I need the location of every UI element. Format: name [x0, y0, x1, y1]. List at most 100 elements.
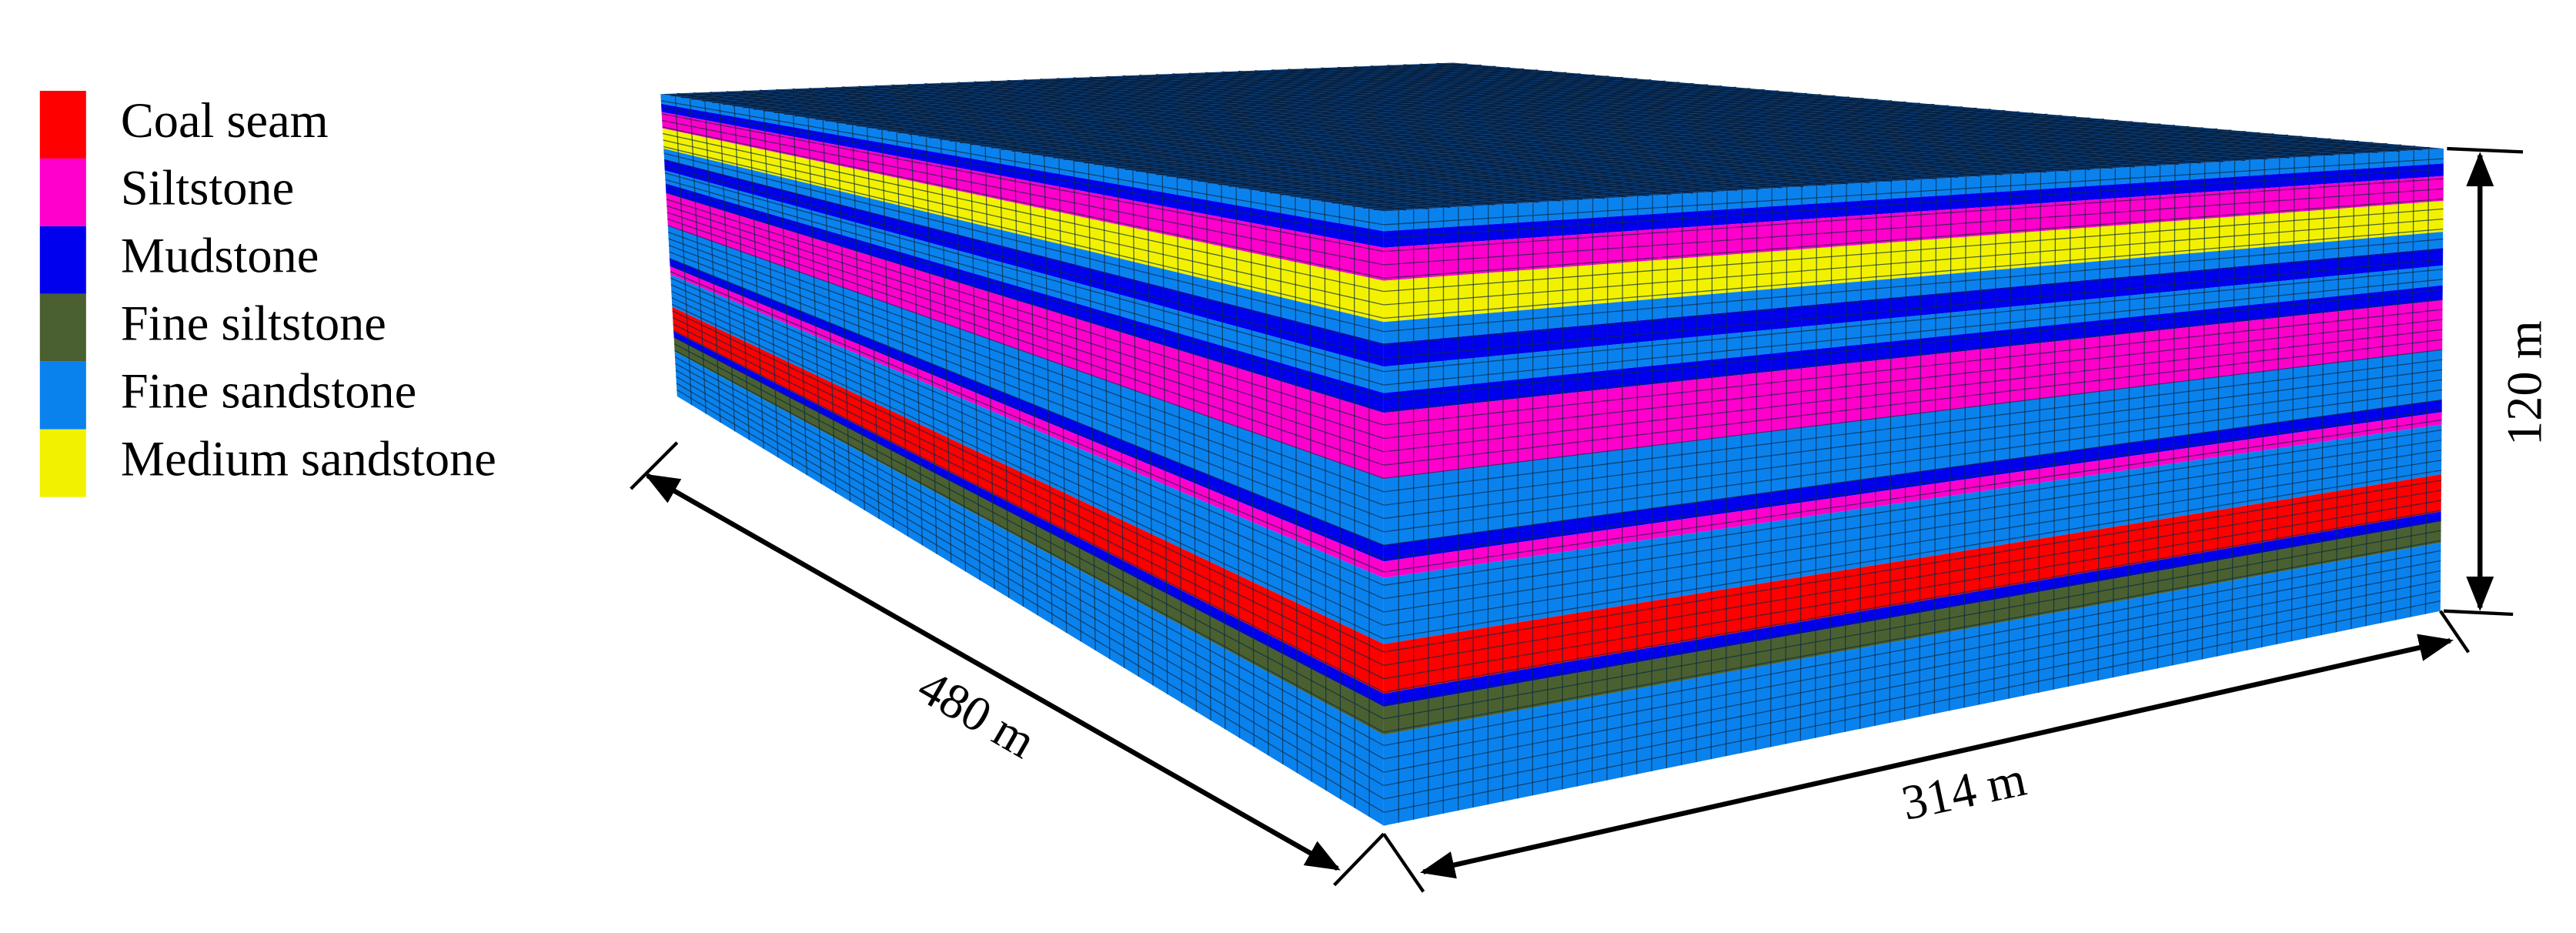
mesh-line	[1187, 125, 2175, 180]
mesh-line	[960, 98, 1864, 144]
mesh-line	[1383, 339, 2443, 466]
mesh-line	[1383, 208, 2444, 293]
mesh-line	[691, 65, 1496, 100]
mesh-line	[665, 179, 1385, 386]
mesh-line	[661, 113, 1385, 252]
rock-layer	[1383, 248, 2444, 367]
mesh-line	[784, 76, 1623, 115]
mesh-line	[667, 225, 1385, 480]
mesh-line	[1383, 248, 2444, 346]
mesh-line	[665, 186, 1385, 400]
mesh-line	[753, 73, 1581, 110]
mesh-line	[733, 71, 1552, 107]
mesh-line	[1383, 389, 2442, 533]
rock-layer	[1383, 200, 2444, 323]
mesh-line	[1383, 299, 2443, 413]
mesh-line	[1383, 379, 2443, 520]
mesh-line	[1125, 117, 2090, 170]
rock-layer	[666, 192, 1384, 480]
length-label: 480 m	[909, 659, 1044, 769]
mesh-line	[667, 205, 1385, 440]
mesh-line	[666, 192, 1385, 413]
mesh-line	[1042, 107, 1977, 157]
mesh-line	[1001, 102, 1920, 150]
mesh-line	[1084, 112, 2033, 164]
mesh-line	[1383, 158, 2444, 226]
mesh-line	[1156, 121, 2133, 176]
mesh-line	[763, 74, 1595, 112]
mesh-line	[857, 85, 1722, 127]
mesh-line	[1383, 419, 2442, 573]
mesh-line	[1363, 145, 2416, 209]
legend-label: Fine siltstone	[121, 296, 386, 351]
mesh-line	[1383, 460, 2442, 626]
mesh-line	[662, 119, 1385, 266]
rock-layer	[661, 112, 1384, 281]
rock-layer	[1383, 163, 2444, 248]
mesh-line	[1094, 113, 2048, 166]
mesh-line	[1383, 359, 2443, 493]
mesh-line	[1280, 135, 2303, 196]
mesh-line	[1167, 122, 2147, 177]
mesh-line	[1383, 470, 2442, 640]
mesh-line	[1383, 238, 2444, 333]
mesh-line	[712, 68, 1524, 103]
legend-label: Siltstone	[121, 161, 294, 216]
legend-swatch	[39, 158, 86, 226]
mesh-line	[663, 159, 1385, 346]
mesh-line	[991, 101, 1906, 149]
rock-layer	[1383, 412, 2442, 578]
mesh-line	[1383, 279, 2443, 386]
mesh-line	[1291, 137, 2317, 197]
rock-layer	[1383, 176, 2444, 281]
legend-swatch	[39, 293, 86, 362]
mesh-line	[664, 172, 1385, 373]
mesh-line	[877, 88, 1751, 130]
mesh-line	[1383, 309, 2443, 426]
mesh-line	[664, 166, 1385, 359]
mesh-line	[1135, 119, 2104, 172]
mesh-line	[662, 126, 1385, 279]
mesh-line	[1383, 440, 2442, 600]
mesh-line	[1208, 127, 2203, 184]
mesh-line	[1311, 139, 2345, 200]
mesh-line	[1383, 218, 2444, 306]
mesh-line	[661, 106, 1385, 239]
mesh-line	[1383, 198, 2444, 279]
mesh-line	[939, 95, 1836, 140]
mesh-line	[970, 99, 1878, 145]
mesh-line	[667, 218, 1385, 466]
mesh-line	[846, 84, 1709, 125]
mesh-line	[1022, 105, 1949, 154]
legend-label: Coal seam	[121, 93, 329, 148]
rock-layer	[662, 128, 1384, 323]
mesh-line	[1331, 142, 2374, 204]
mesh-line	[1383, 178, 2444, 252]
mesh-line	[1053, 109, 1991, 159]
mesh-line	[670, 63, 1468, 97]
mesh-line	[1011, 104, 1935, 152]
legend-label: Mudstone	[121, 229, 319, 283]
mesh-line	[702, 67, 1510, 102]
mesh-line	[918, 92, 1807, 137]
mesh-line	[1238, 131, 2246, 189]
mesh-line	[1074, 111, 2020, 162]
legend-swatch	[39, 429, 86, 497]
rock-layer	[664, 159, 1384, 367]
mesh-line	[1383, 450, 2442, 613]
legend-label: Fine sandstone	[121, 364, 416, 419]
mesh-line	[1383, 399, 2442, 546]
rock-layer	[1383, 265, 2444, 393]
dimension-lines	[630, 146, 2524, 893]
mesh-line	[1177, 123, 2161, 179]
mesh-line	[1383, 319, 2443, 440]
mesh-line	[668, 244, 1385, 520]
mesh-line	[929, 94, 1822, 139]
mesh-line	[950, 96, 1849, 142]
mesh-line	[908, 92, 1793, 135]
mesh-line	[681, 65, 1482, 99]
mesh-line	[805, 79, 1652, 119]
mesh-line	[1146, 119, 2119, 174]
mesh-line	[1259, 133, 2274, 192]
